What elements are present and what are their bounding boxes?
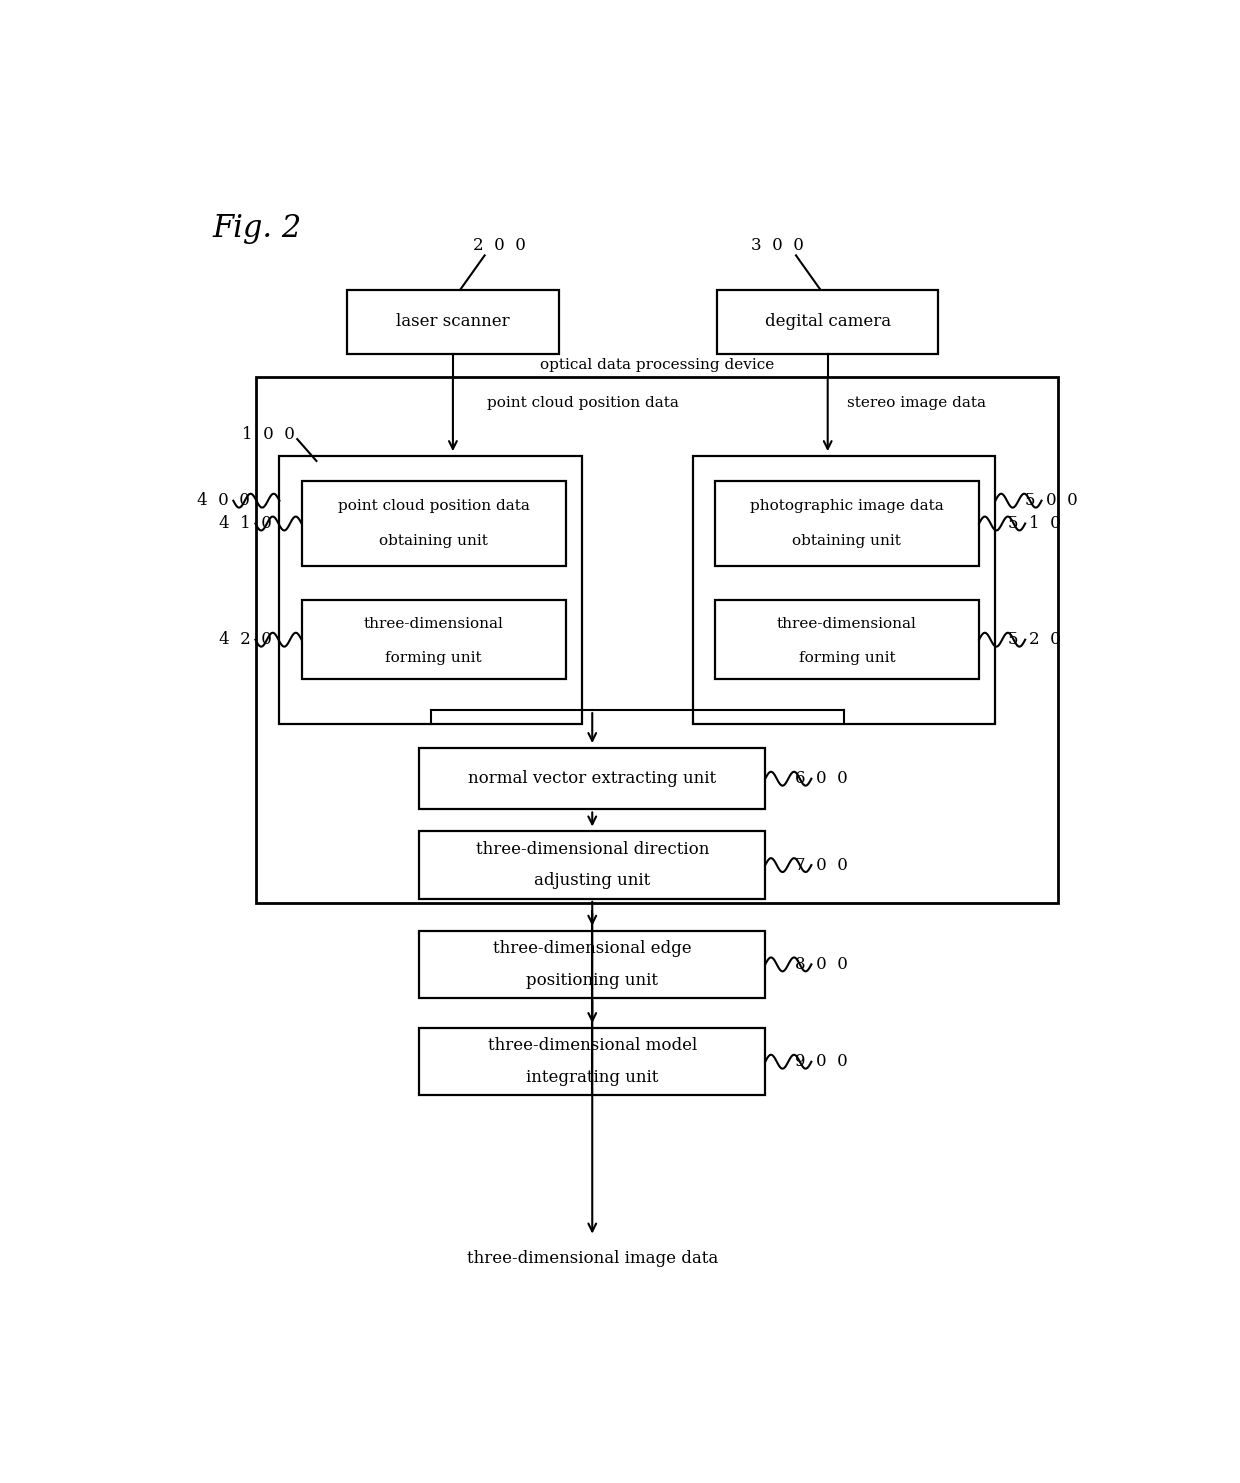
- Text: 5  0  0: 5 0 0: [1024, 492, 1078, 509]
- Text: 4  2  0: 4 2 0: [219, 632, 273, 648]
- Text: 9  0  0: 9 0 0: [795, 1053, 847, 1071]
- Text: point cloud position data: point cloud position data: [337, 498, 529, 513]
- Text: photographic image data: photographic image data: [750, 498, 944, 513]
- Text: stereo image data: stereo image data: [847, 396, 986, 411]
- Bar: [301, 482, 565, 565]
- Text: forming unit: forming unit: [386, 651, 482, 664]
- Text: three-dimensional: three-dimensional: [777, 617, 916, 630]
- Text: three-dimensional direction: three-dimensional direction: [476, 841, 709, 857]
- Text: obtaining unit: obtaining unit: [379, 534, 489, 549]
- Text: 5  2  0: 5 2 0: [1008, 632, 1061, 648]
- Text: three-dimensional image data: three-dimensional image data: [466, 1250, 718, 1266]
- Bar: [693, 455, 996, 724]
- Text: 2  0  0: 2 0 0: [472, 237, 526, 254]
- Text: 1  0  0: 1 0 0: [242, 426, 295, 442]
- Text: processing unit: processing unit: [785, 550, 904, 564]
- Bar: [255, 377, 1058, 903]
- Bar: [301, 601, 565, 679]
- Text: obtaining unit: obtaining unit: [792, 534, 901, 549]
- Bar: [419, 832, 765, 899]
- Text: photographic image data: photographic image data: [748, 523, 941, 537]
- Bar: [419, 1028, 765, 1096]
- Text: degital camera: degital camera: [765, 313, 890, 331]
- Text: integrating unit: integrating unit: [526, 1069, 658, 1086]
- Text: 7  0  0: 7 0 0: [795, 857, 847, 873]
- Bar: [419, 747, 765, 810]
- Text: 4  0  0: 4 0 0: [197, 492, 250, 509]
- Bar: [717, 289, 939, 354]
- Bar: [279, 455, 582, 724]
- Text: three-dimensional model: three-dimensional model: [487, 1037, 697, 1054]
- Text: three-dimensional: three-dimensional: [363, 617, 503, 630]
- Text: 3  0  0: 3 0 0: [751, 237, 805, 254]
- Text: 5  1  0: 5 1 0: [1008, 515, 1061, 532]
- Bar: [419, 931, 765, 998]
- Text: forming unit: forming unit: [799, 651, 895, 664]
- Text: processing unit: processing unit: [371, 550, 491, 564]
- Text: adjusting unit: adjusting unit: [534, 872, 650, 890]
- Text: 8  0  0: 8 0 0: [795, 957, 847, 973]
- Bar: [714, 482, 980, 565]
- Bar: [347, 289, 559, 354]
- Text: point cloud position data: point cloud position data: [486, 396, 678, 411]
- Text: Fig. 2: Fig. 2: [213, 212, 301, 243]
- Text: positioning unit: positioning unit: [526, 971, 658, 989]
- Text: laser scanner: laser scanner: [396, 313, 510, 331]
- Text: normal vector extracting unit: normal vector extracting unit: [469, 770, 717, 787]
- Text: 6  0  0: 6 0 0: [795, 770, 847, 787]
- Text: three-dimensional edge: three-dimensional edge: [494, 940, 692, 957]
- Text: point cloud position data: point cloud position data: [335, 523, 527, 537]
- Text: optical data processing device: optical data processing device: [539, 357, 774, 372]
- Bar: [714, 601, 980, 679]
- Text: 4  1  0: 4 1 0: [219, 515, 273, 532]
